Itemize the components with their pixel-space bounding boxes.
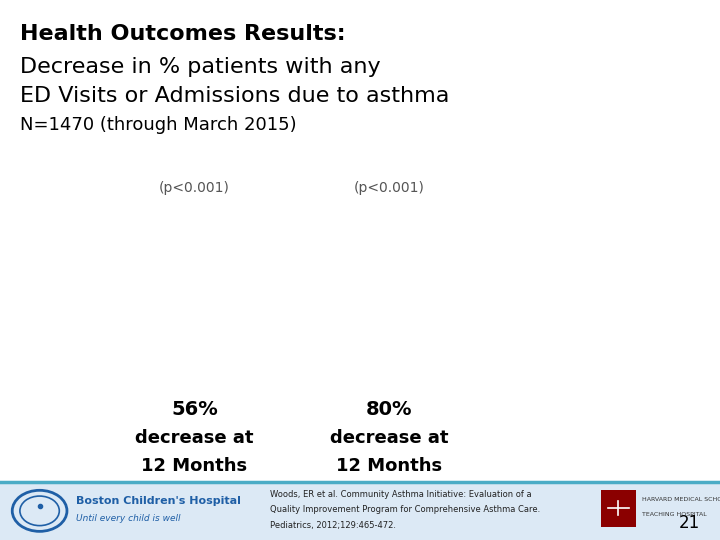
Text: Until every child is well: Until every child is well — [76, 514, 180, 523]
Text: (p<0.001): (p<0.001) — [159, 181, 230, 195]
Text: 12 Months: 12 Months — [141, 457, 248, 475]
Text: ED Visits or Admissions due to asthma: ED Visits or Admissions due to asthma — [20, 86, 449, 106]
Text: Quality Improvement Program for Comprehensive Asthma Care.: Quality Improvement Program for Comprehe… — [270, 505, 540, 515]
Text: Woods, ER et al. Community Asthma Initiative: Evaluation of a: Woods, ER et al. Community Asthma Initia… — [270, 490, 531, 500]
Text: Decrease in % patients with any: Decrease in % patients with any — [20, 57, 381, 77]
Text: Pediatrics, 2012;129:465-472.: Pediatrics, 2012;129:465-472. — [270, 521, 396, 530]
Bar — [601, 490, 636, 526]
Text: 12 Months: 12 Months — [336, 457, 442, 475]
Text: N=1470 (through March 2015): N=1470 (through March 2015) — [20, 116, 297, 134]
Text: decrease at: decrease at — [135, 429, 253, 447]
Text: Health Outcomes Results:: Health Outcomes Results: — [20, 24, 346, 44]
Text: TEACHING HOSPITAL: TEACHING HOSPITAL — [642, 511, 706, 517]
Text: decrease at: decrease at — [330, 429, 448, 447]
Text: (p<0.001): (p<0.001) — [354, 181, 424, 195]
Text: 80%: 80% — [366, 400, 412, 419]
Text: 21: 21 — [678, 514, 700, 532]
Text: Boston Children's Hospital: Boston Children's Hospital — [76, 496, 240, 506]
Text: 56%: 56% — [171, 400, 217, 419]
Bar — [0, 482, 720, 540]
Text: HARVARD MEDICAL SCHOOL: HARVARD MEDICAL SCHOOL — [642, 497, 720, 502]
